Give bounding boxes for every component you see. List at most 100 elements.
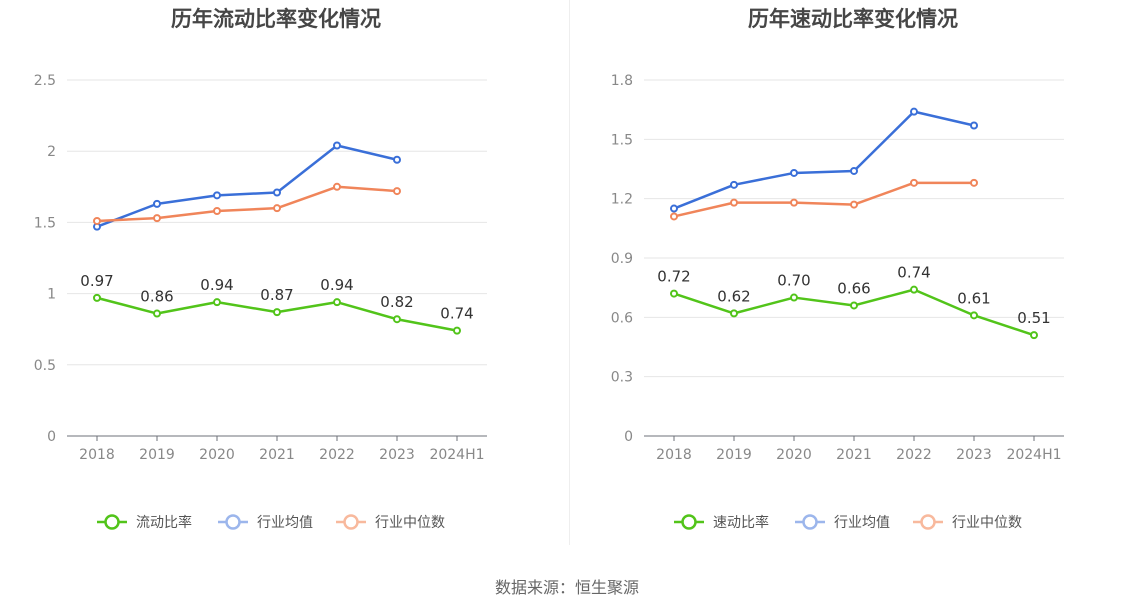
data-point [850, 200, 858, 209]
data-label: 0.70 [777, 272, 810, 290]
data-point [790, 198, 798, 207]
legend-marker [920, 514, 936, 530]
data-point [213, 191, 221, 200]
y-tick-label: 0.9 [611, 251, 633, 267]
data-label: 0.94 [200, 276, 233, 294]
data-point [970, 121, 978, 130]
data-source-text: 数据来源：恒生聚源 [494, 578, 639, 597]
data-point [153, 214, 161, 223]
data-point [1030, 331, 1038, 340]
data-point [850, 166, 858, 175]
data-point [970, 311, 978, 320]
x-tick-label: 2022 [896, 447, 932, 463]
data-label: 0.61 [957, 289, 990, 307]
data-point [153, 199, 161, 208]
data-point [273, 204, 281, 213]
data-point [730, 309, 738, 318]
legend-item: 行业均值 [218, 514, 313, 531]
chart-divider [569, 0, 570, 545]
series-line [673, 110, 975, 210]
series-line [96, 185, 398, 223]
data-point [970, 178, 978, 187]
chart-title: 历年流动比率变化情况 [171, 7, 381, 31]
current-ratio-chart: 历年流动比率变化情况 0 0.5 1 1.5 2 2.5 2018 2019 2020 2021 20… [34, 7, 487, 531]
legend-marker [225, 514, 241, 530]
y-tick-label: 2.5 [34, 73, 56, 89]
y-tick-label: 0.6 [611, 310, 633, 326]
data-label: 0.87 [260, 286, 293, 304]
data-label: 0.97 [80, 272, 113, 290]
series-line [96, 144, 398, 228]
x-tick-label: 2020 [776, 447, 812, 463]
data-point [910, 178, 918, 187]
x-tick-label: 2024H1 [429, 447, 484, 463]
y-tick-label: 2 [47, 144, 56, 160]
data-point [393, 315, 401, 324]
data-label: 0.62 [717, 287, 750, 305]
series-line [673, 181, 974, 218]
data-point [273, 188, 281, 197]
data-point [333, 182, 341, 191]
data-label: 0.86 [140, 288, 173, 306]
y-tick-label: 1.8 [611, 73, 633, 89]
data-point [393, 187, 401, 196]
x-tick-label: 2024H1 [1006, 447, 1061, 463]
data-point [670, 204, 678, 213]
data-point [213, 207, 221, 216]
y-tick-label: 1.5 [34, 215, 56, 231]
data-label: 0.51 [1017, 309, 1050, 327]
x-tick-label: 2023 [379, 447, 415, 463]
data-point [730, 180, 738, 189]
data-point [333, 141, 341, 150]
data-point [333, 298, 341, 307]
data-point [453, 326, 461, 335]
data-point [910, 107, 918, 116]
y-tick-label: 0 [624, 429, 633, 445]
data-label: 0.82 [380, 293, 413, 311]
data-point [790, 293, 798, 302]
data-label: 0.94 [320, 276, 353, 294]
quick-ratio-chart: 历年速动比率变化情况 0 0.3 0.6 0.9 1.2 1.5 1.8 2018 2019 202… [611, 7, 1064, 531]
data-point [273, 308, 281, 317]
data-point [850, 301, 858, 310]
data-label: 0.74 [897, 264, 930, 282]
legend-item: 流动比率 [97, 514, 192, 531]
legend-label: 行业均值 [257, 515, 313, 531]
y-tick-label: 1.5 [611, 132, 633, 148]
x-tick-label: 2018 [656, 447, 692, 463]
data-point [393, 155, 401, 164]
legend-marker [104, 514, 120, 530]
y-tick-label: 0.5 [34, 358, 56, 374]
data-point [153, 309, 161, 318]
legend-label: 行业中位数 [952, 515, 1022, 531]
data-point [670, 212, 678, 221]
legend-label: 流动比率 [136, 514, 192, 531]
y-tick-label: 0 [47, 429, 56, 445]
legend-item: 行业均值 [795, 514, 890, 531]
x-tick-label: 2021 [259, 447, 295, 463]
x-tick-label: 2022 [319, 447, 355, 463]
legend-item: 速动比率 [674, 514, 769, 531]
x-tick-label: 2020 [199, 447, 235, 463]
legend-marker [681, 514, 697, 530]
x-tick-label: 2023 [956, 447, 992, 463]
y-tick-label: 0.3 [611, 370, 633, 386]
data-point [730, 198, 738, 207]
data-point [93, 216, 101, 225]
legend-label: 行业均值 [834, 515, 890, 531]
x-tick-label: 2021 [836, 447, 872, 463]
x-tick-label: 2018 [79, 447, 115, 463]
data-point [910, 285, 918, 294]
chart-title: 历年速动比率变化情况 [748, 7, 958, 31]
data-point [670, 289, 678, 298]
data-label: 0.72 [657, 268, 690, 286]
y-tick-label: 1 [47, 287, 56, 303]
legend-label: 速动比率 [713, 514, 769, 531]
data-label: 0.66 [837, 279, 870, 297]
legend-marker [802, 514, 818, 530]
data-point [790, 168, 798, 177]
legend-marker [343, 514, 359, 530]
x-tick-label: 2019 [139, 447, 175, 463]
y-tick-label: 1.2 [611, 192, 633, 208]
